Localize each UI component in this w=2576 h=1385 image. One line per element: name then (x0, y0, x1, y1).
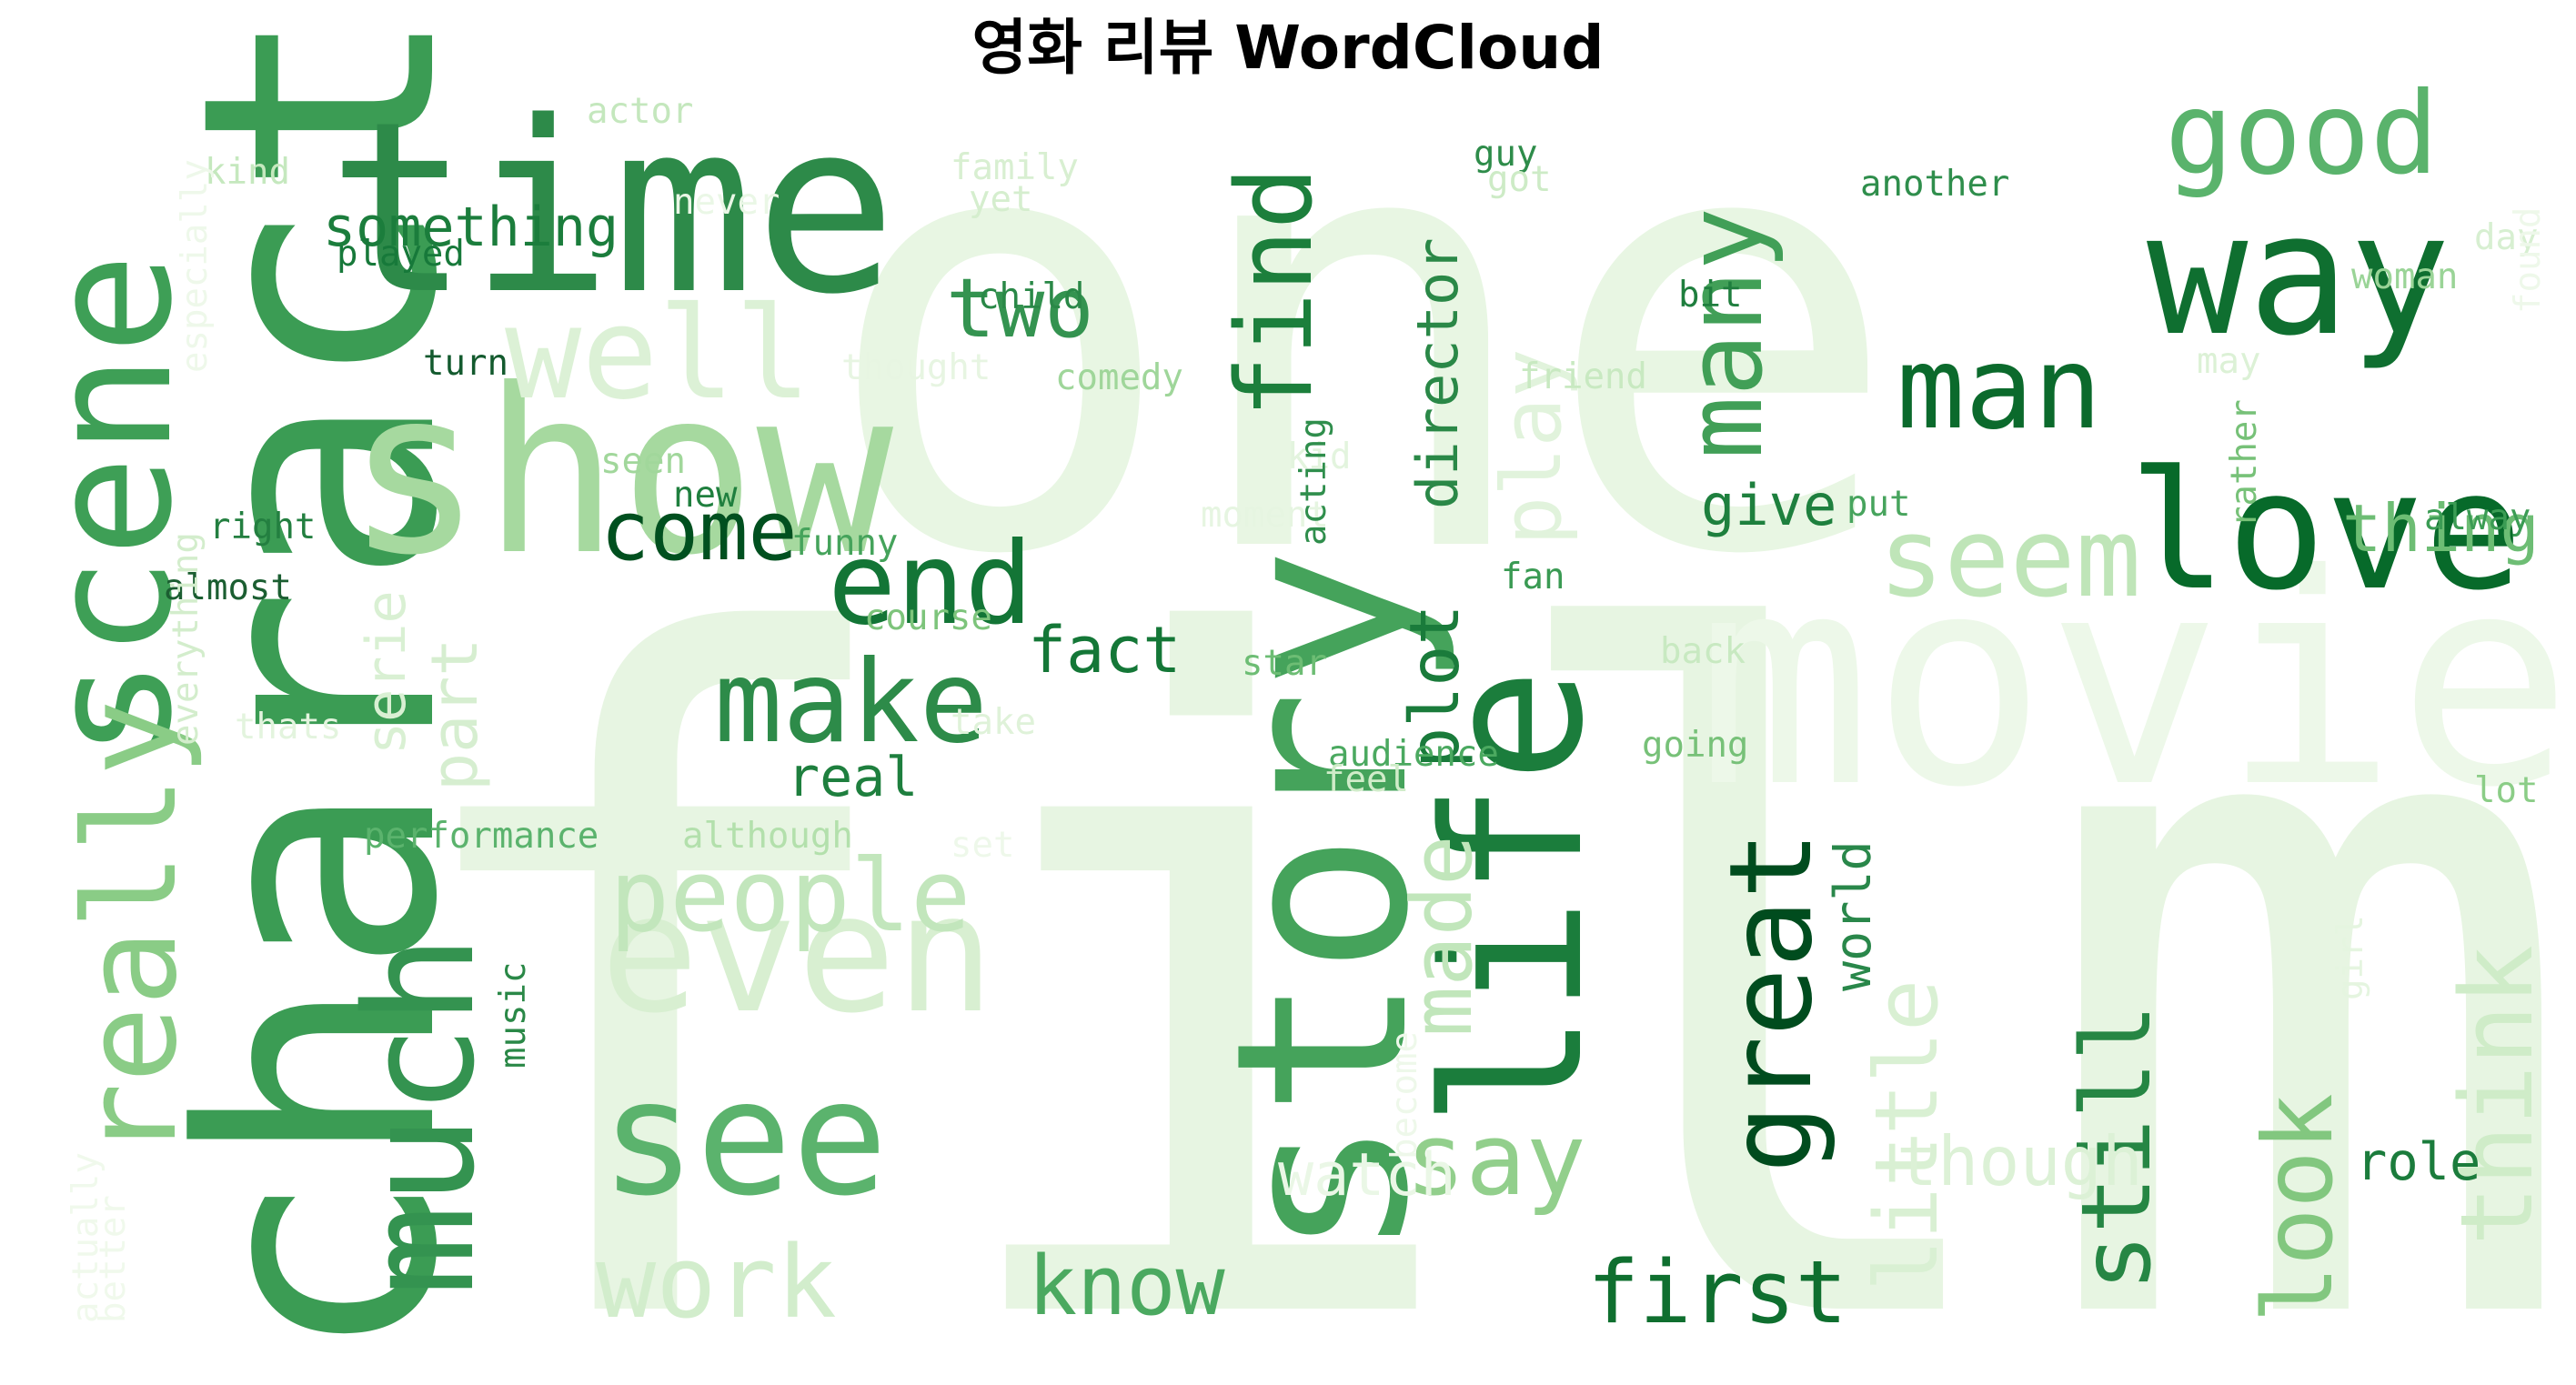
word-moment: moment (1201, 495, 1329, 536)
word-end: end (828, 518, 1033, 650)
word-world: world (1824, 840, 1882, 991)
word-comedy: comedy (1055, 357, 1183, 398)
word-come: come (600, 484, 798, 579)
word-fact: fact (1028, 613, 1182, 687)
word-thing: thing (2342, 490, 2540, 567)
word-funny: funny (791, 523, 899, 564)
word-new: new (673, 475, 738, 516)
word-say: say (1405, 1101, 1586, 1218)
word-put: put (1846, 484, 1911, 525)
word-acting: acting (1293, 417, 1334, 546)
word-director: director (1404, 237, 1471, 509)
word-watch: watch (1278, 1141, 1456, 1209)
word-real: real (787, 746, 919, 809)
word-find: find (1214, 166, 1336, 418)
word-look: look (2243, 1093, 2354, 1323)
word-everything: everything (166, 532, 206, 746)
word-way: way (2147, 176, 2451, 373)
word-kid: kid (1287, 437, 1352, 477)
word-back: back (1660, 631, 1746, 672)
word-see: see (600, 1047, 889, 1231)
word-performance: performance (364, 816, 599, 857)
word-audience: audience (1328, 734, 1499, 775)
word-going: going (1642, 725, 1749, 766)
word-bit: bit (1678, 275, 1743, 316)
word-got: got (1487, 159, 1552, 200)
word-woman: woman (2351, 256, 2459, 297)
word-seem: seem (1878, 496, 2141, 622)
word-though: though (1897, 1121, 2143, 1201)
word-another: another (1860, 164, 2010, 205)
word-fan: fan (1501, 557, 1565, 597)
word-well: well (505, 280, 812, 428)
word-right: right (209, 507, 317, 547)
word-better: better (93, 1195, 134, 1323)
word-family: family (951, 147, 1079, 188)
word-course: course (864, 597, 992, 638)
word-thats: thats (235, 707, 342, 748)
word-part: part (418, 637, 492, 791)
word-great: great (1706, 830, 1837, 1173)
word-girl: girl (2330, 915, 2371, 1000)
word-film: film (373, 457, 2576, 1385)
word-even: even (600, 859, 995, 1049)
word-serie: serie (355, 590, 418, 755)
word-lot: lot (2474, 770, 2539, 811)
word-although: although (682, 816, 853, 857)
word-show: show (346, 340, 894, 605)
word-role: role (2356, 1132, 2481, 1192)
word-love: love (2128, 437, 2523, 627)
word-think: think (2439, 944, 2555, 1246)
word-many: many (1665, 207, 1786, 459)
word-music: music (493, 961, 534, 1069)
word-man: man (1897, 323, 2102, 455)
word-know: know (1028, 1239, 1225, 1334)
word-played: played (337, 234, 465, 275)
word-thought: thought (841, 347, 991, 388)
word-really: really (57, 699, 206, 1159)
word-child: child (978, 276, 1085, 317)
word-people: people (609, 838, 971, 954)
word-friend: friend (1519, 356, 1647, 397)
word-may: may (2197, 341, 2261, 382)
word-never: never (673, 182, 780, 223)
word-good: good (2165, 68, 2440, 200)
word-set: set (951, 825, 1015, 866)
word-star: star (1242, 643, 1327, 684)
word-rather: rather (2224, 399, 2265, 527)
word-first: first (1587, 1243, 1847, 1343)
word-take: take (951, 702, 1036, 743)
chart-title: 영화 리뷰 WordCloud (971, 13, 1605, 83)
word-turn: turn (423, 343, 508, 384)
word-yet: yet (969, 179, 1033, 220)
word-especially: especially (175, 159, 216, 373)
word-made: made (1394, 835, 1491, 1037)
word-work: work (596, 1224, 837, 1340)
word-alway: alway (2424, 497, 2531, 538)
word-found: found (2508, 206, 2549, 314)
word-guy: guy (1474, 134, 1538, 175)
word-almost: almost (164, 567, 292, 608)
word-seen: seen (600, 441, 686, 482)
word-much: much (333, 934, 508, 1296)
word-two: two (946, 261, 1094, 356)
word-give: give (1701, 472, 1837, 538)
word-something: something (323, 196, 619, 259)
word-make: make (714, 637, 989, 768)
word-day: day (2474, 217, 2539, 258)
word-actor: actor (587, 91, 694, 132)
word-feel: feel (1323, 759, 1409, 800)
word-become: become (1384, 1031, 1425, 1159)
word-kind: kind (205, 152, 290, 193)
word-movie: movie (1696, 513, 2573, 851)
word-one: one (819, 0, 1904, 686)
word-time: time (327, 72, 898, 346)
